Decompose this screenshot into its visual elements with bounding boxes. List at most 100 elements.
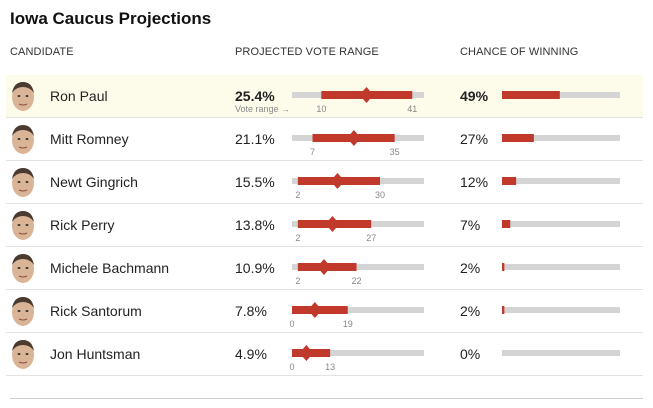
- eye-left: [17, 224, 21, 226]
- range-low-label: 2: [295, 190, 300, 200]
- projection-marker: [316, 259, 331, 275]
- face-shape: [12, 298, 34, 326]
- face-shape: [12, 169, 34, 197]
- table-row: Ron Paul 25.4% Vote range → 10 41 49%: [6, 75, 643, 118]
- range-track: [292, 307, 424, 313]
- projection-marker: [346, 130, 361, 146]
- chance-bar: [502, 91, 560, 99]
- chance-track: [502, 307, 620, 313]
- vote-range-chart: 0 13: [289, 345, 424, 372]
- table-row: Jon Huntsman 4.9% 0 13 0%: [6, 333, 643, 376]
- projected-vote: 25.4%: [235, 88, 275, 104]
- chance-bar-chart: [502, 91, 620, 99]
- chance-bar: [502, 220, 511, 228]
- eye-left: [17, 267, 21, 269]
- range-high-label: 22: [352, 276, 362, 286]
- chance-track: [502, 221, 620, 227]
- table-row: Rick Perry 13.8% 2 27 7%: [6, 204, 643, 247]
- column-header-candidate: CANDIDATE: [10, 46, 74, 58]
- face-shape: [12, 83, 34, 111]
- table-row: Newt Gingrich 15.5% 2 30 12%: [6, 161, 643, 204]
- chance-of-winning: 0%: [460, 346, 481, 362]
- chance-track: [502, 350, 620, 356]
- range-track: [292, 350, 424, 356]
- projection-marker: [359, 87, 374, 103]
- range-low-label: 0: [289, 319, 294, 329]
- chance-bar: [502, 177, 517, 185]
- range-low-label: 7: [310, 147, 315, 157]
- chance-bar-chart: [502, 306, 620, 314]
- range-track: [292, 264, 424, 270]
- eye-right: [25, 95, 29, 97]
- table-row: Michele Bachmann 10.9% 2 22 2%: [6, 247, 643, 290]
- range-high-label: 30: [375, 190, 385, 200]
- vote-range-chart: 7 35: [292, 130, 424, 157]
- eye-right: [25, 181, 29, 183]
- eye-left: [17, 138, 21, 140]
- candidate-name: Ron Paul: [50, 88, 108, 104]
- eye-left: [17, 181, 21, 183]
- vote-range-chart: 10 41: [292, 87, 424, 114]
- range-high-label: 19: [343, 319, 353, 329]
- avatar: [12, 125, 34, 154]
- eye-right: [25, 138, 29, 140]
- chance-bar-chart: [502, 177, 620, 185]
- vote-range-chart: 2 27: [292, 216, 424, 243]
- face-shape: [12, 212, 34, 240]
- eye-right: [25, 353, 29, 355]
- chance-track: [502, 178, 620, 184]
- mouth: [18, 232, 28, 235]
- eye-right: [25, 267, 29, 269]
- candidate-name: Rick Santorum: [50, 303, 142, 319]
- projection-marker: [307, 302, 322, 318]
- chance-of-winning: 7%: [460, 217, 481, 233]
- chance-bar-chart: [502, 134, 620, 142]
- chance-of-winning: 2%: [460, 260, 481, 276]
- eye-left: [17, 353, 21, 355]
- projected-vote: 21.1%: [235, 131, 275, 147]
- range-low-label: 2: [295, 276, 300, 286]
- eye-right: [25, 310, 29, 312]
- candidate-name: Newt Gingrich: [50, 174, 138, 190]
- face-shape: [12, 255, 34, 283]
- vote-range-chart: 2 30: [292, 173, 424, 200]
- chance-of-winning: 49%: [460, 88, 489, 104]
- chance-track: [502, 135, 620, 141]
- eye-left: [17, 95, 21, 97]
- eye-left: [17, 310, 21, 312]
- candidate-name: Mitt Romney: [50, 131, 129, 147]
- hair-shape: [12, 125, 34, 136]
- face-shape: [12, 341, 34, 369]
- chance-of-winning: 2%: [460, 303, 481, 319]
- avatar: [12, 340, 34, 369]
- hair-shape: [12, 297, 34, 308]
- hair-shape: [12, 168, 34, 179]
- range-high-label: 13: [325, 362, 335, 372]
- mouth: [18, 361, 28, 364]
- projection-marker: [325, 216, 340, 232]
- range-low-label: 10: [316, 104, 326, 114]
- avatar: [12, 82, 34, 111]
- range-high-label: 27: [366, 233, 376, 243]
- chance-bar: [502, 306, 505, 314]
- projected-vote: 13.8%: [235, 217, 275, 233]
- projected-vote: 15.5%: [235, 174, 275, 190]
- candidate-name: Jon Huntsman: [50, 346, 141, 362]
- eye-right: [25, 224, 29, 226]
- candidate-name: Rick Perry: [50, 217, 115, 233]
- mouth: [18, 318, 28, 321]
- chance-track: [502, 92, 620, 98]
- range-low-label: 0: [289, 362, 294, 372]
- hair-shape: [12, 82, 34, 93]
- range-high-label: 41: [407, 104, 417, 114]
- mouth: [18, 146, 28, 149]
- chance-bar: [502, 134, 534, 142]
- chance-track: [502, 264, 620, 270]
- chance-bar-chart: [502, 263, 620, 271]
- avatar: [12, 211, 34, 240]
- chance-bar-chart: [502, 350, 620, 356]
- avatar: [12, 168, 34, 197]
- hair-shape: [12, 254, 34, 265]
- avatar: [12, 297, 34, 326]
- range-low-label: 2: [295, 233, 300, 243]
